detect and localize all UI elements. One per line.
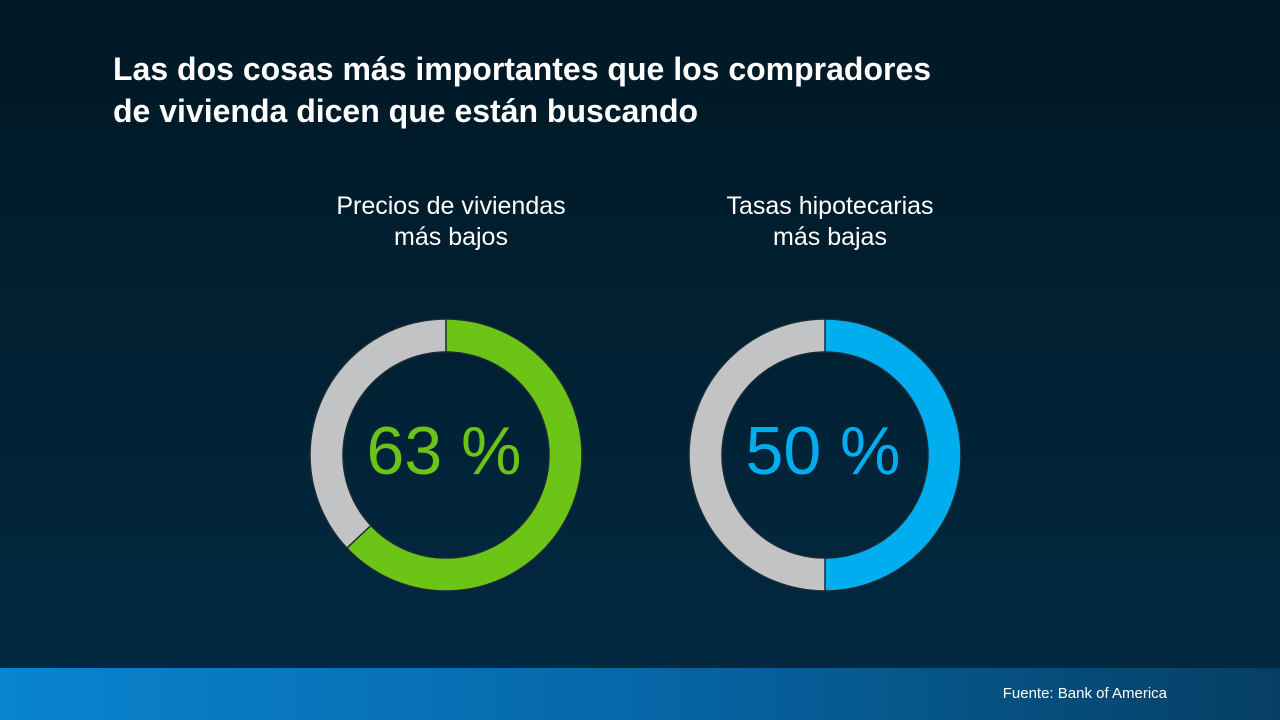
value-label: 63 %	[366, 413, 522, 489]
ring-segment	[346, 319, 582, 591]
ring-segment	[824, 319, 961, 591]
slide-title: Las dos cosas más importantes que los co…	[113, 51, 932, 129]
ring-outline	[309, 318, 583, 592]
chart-title: Precios de viviendas más bajos	[336, 192, 566, 251]
ring-outline	[688, 318, 962, 592]
source: Fuente: Bank of America	[1002, 685, 1167, 702]
value-label: 50 %	[745, 413, 901, 489]
footer: Fuente: Bank of America	[0, 668, 1280, 720]
segment-edge	[346, 524, 372, 549]
ring-outline	[342, 351, 550, 559]
chart-title: Tasas hipotecarias más bajas	[726, 192, 934, 251]
ring-outline	[721, 351, 929, 559]
